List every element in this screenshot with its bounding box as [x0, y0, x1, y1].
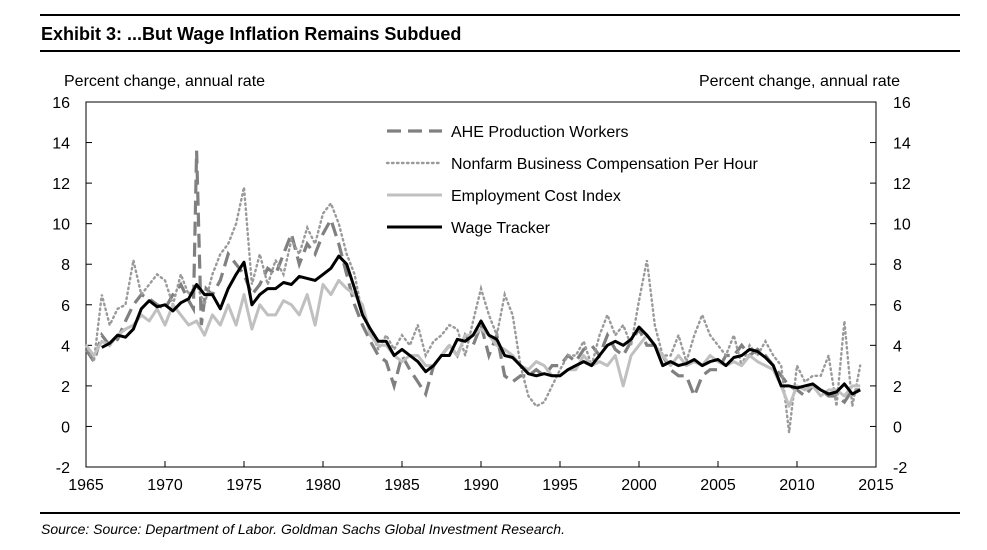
y-tick-label-left: 12 — [52, 176, 70, 193]
x-tick-label: 2000 — [621, 477, 657, 494]
legend: AHE Production Workers Nonfarm Business C… — [385, 124, 758, 237]
y-tick-label-left: 8 — [61, 257, 70, 274]
source-note: Source: Source: Department of Labor. Gol… — [41, 521, 565, 537]
y-tick-label-right: -2 — [893, 460, 907, 477]
chart-svg: Percent change, annual rate Percent chan… — [52, 73, 911, 494]
legend-label-ahe-production-workers: AHE Production Workers — [451, 124, 629, 141]
y-tick-label-right: 16 — [893, 95, 911, 112]
y-tick-label-left: 16 — [52, 95, 70, 112]
y-tick-label-right: 8 — [893, 257, 902, 274]
series-line-nonfarm-business-compensation-per-hour — [84, 186, 862, 433]
y-tick-label-left: 14 — [52, 136, 70, 153]
chart-title: Exhibit 3: ...But Wage Inflation Remains… — [41, 24, 462, 44]
y-tick-label-right: 12 — [893, 176, 911, 193]
y-tick-label-right: 2 — [893, 379, 902, 396]
x-tick-label: 1990 — [463, 477, 499, 494]
series-line-wage-tracker — [101, 254, 861, 396]
y-tick-label-left: 6 — [61, 298, 70, 315]
legend-label-employment-cost-index: Employment Cost Index — [451, 188, 621, 205]
plot-area: -2 -2 0 0 2 2 4 4 6 6 8 8 10 10 12 12 14 14 16 16 1965 1970 19… — [52, 95, 911, 494]
bottom-rule — [40, 512, 960, 514]
x-tick-label: 2005 — [700, 477, 736, 494]
y-tick-label-right: 4 — [893, 338, 902, 355]
y-axis-title-left: Percent change, annual rate — [64, 73, 265, 90]
y-tick-label-left: 10 — [52, 217, 70, 234]
y-tick-label-right: 14 — [893, 136, 911, 153]
y-tick-label-left: 0 — [61, 419, 70, 436]
x-tick-label: 1975 — [226, 477, 262, 494]
top-rule — [40, 14, 960, 16]
y-tick-label-left: 2 — [61, 379, 70, 396]
x-tick-label: 1965 — [68, 477, 104, 494]
x-tick-label: 1995 — [542, 477, 578, 494]
x-tick-label: 1980 — [305, 477, 341, 494]
legend-label-wage-tracker: Wage Tracker — [451, 220, 551, 237]
legend-label-nonfarm-business-compensation-per-hour: Nonfarm Business Compensation Per Hour — [451, 156, 758, 173]
y-tick-label-left: -2 — [56, 460, 70, 477]
x-tick-label: 1970 — [147, 477, 183, 494]
x-tick-label: 1985 — [384, 477, 420, 494]
y-axis-title-right: Percent change, annual rate — [699, 73, 900, 90]
y-tick-label-left: 4 — [61, 338, 70, 355]
y-tick-label-right: 6 — [893, 298, 902, 315]
x-tick-label: 2010 — [779, 477, 815, 494]
title-underline — [40, 50, 960, 52]
y-tick-label-right: 10 — [893, 217, 911, 234]
x-tick-label: 2015 — [858, 477, 894, 494]
y-tick-label-right: 0 — [893, 419, 902, 436]
